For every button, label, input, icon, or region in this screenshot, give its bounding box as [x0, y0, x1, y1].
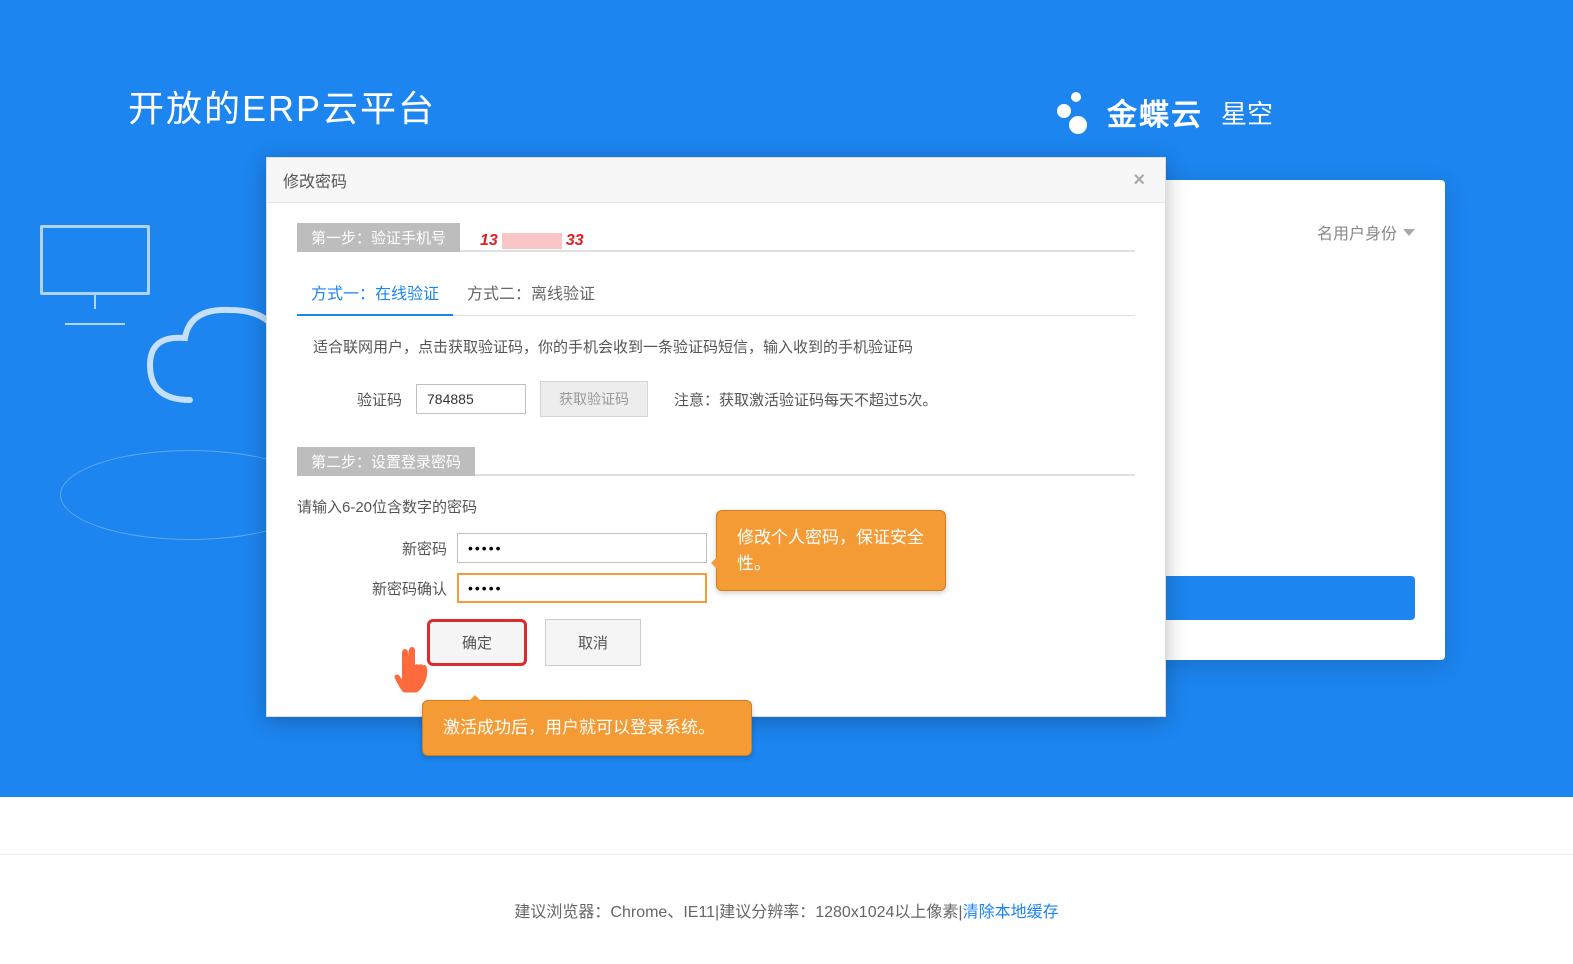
modal-title: 修改密码 — [283, 168, 347, 192]
footer-text: 建议浏览器：Chrome、IE11|建议分辨率：1280x1024以上像素| — [514, 898, 962, 922]
chevron-down-icon — [1403, 229, 1415, 236]
confirm-password-label: 新密码确认 — [297, 578, 447, 599]
verify-tabs: 方式一：在线验证 方式二：离线验证 — [297, 270, 1135, 316]
verify-code-row: 验证码 获取验证码 注意：获取激活验证码每天不超过5次。 — [357, 381, 1135, 417]
get-code-button[interactable]: 获取验证码 — [540, 381, 648, 417]
instruction-text: 适合联网用户，点击获取验证码，你的手机会收到一条验证码短信，输入收到的手机验证码 — [313, 336, 1135, 357]
new-password-input[interactable] — [457, 533, 707, 563]
new-password-label: 新密码 — [297, 538, 447, 559]
confirm-password-input[interactable] — [457, 573, 707, 603]
callout-activation-success: 激活成功后，用户就可以登录系统。 — [422, 700, 752, 756]
step1-row: 第一步：验证手机号 13 33 — [297, 223, 1135, 252]
change-password-modal: 修改密码 × 第一步：验证手机号 13 33 方式一：在线验证 方式二：离线验证… — [266, 157, 1166, 717]
brand-main-text: 金蝶云 — [1107, 90, 1203, 134]
identity-label: 名用户身份 — [1317, 220, 1397, 244]
modal-header: 修改密码 × — [267, 158, 1165, 203]
brand-sub-text: 星空 — [1221, 94, 1273, 131]
step1-label: 第一步：验证手机号 — [297, 223, 460, 252]
close-icon[interactable]: × — [1129, 169, 1149, 192]
brand-logo: 金蝶云 星空 — [1051, 90, 1273, 134]
step2-label: 第二步：设置登录密码 — [297, 447, 475, 476]
redaction-block — [502, 233, 562, 249]
brand-dots-icon — [1051, 90, 1095, 134]
code-input[interactable] — [416, 384, 526, 414]
code-note: 注意：获取激活验证码每天不超过5次。 — [674, 389, 937, 410]
pointer-hand-icon — [390, 645, 438, 697]
page-headline: 开放的ERP云平台 — [128, 80, 436, 132]
clear-cache-link[interactable]: 清除本地缓存 — [963, 898, 1059, 922]
phone-number-redacted: 13 33 — [480, 232, 584, 250]
ok-button[interactable]: 确定 — [427, 619, 527, 666]
page-footer: 建议浏览器：Chrome、IE11|建议分辨率：1280x1024以上像素| 清… — [0, 854, 1573, 964]
tab-offline-verify[interactable]: 方式二：离线验证 — [453, 270, 609, 316]
callout-password-security: 修改个人密码，保证安全性。 — [716, 510, 946, 591]
code-label: 验证码 — [357, 389, 402, 410]
monitor-icon — [40, 225, 150, 315]
tab-online-verify[interactable]: 方式一：在线验证 — [297, 270, 453, 316]
cancel-button[interactable]: 取消 — [545, 619, 641, 666]
